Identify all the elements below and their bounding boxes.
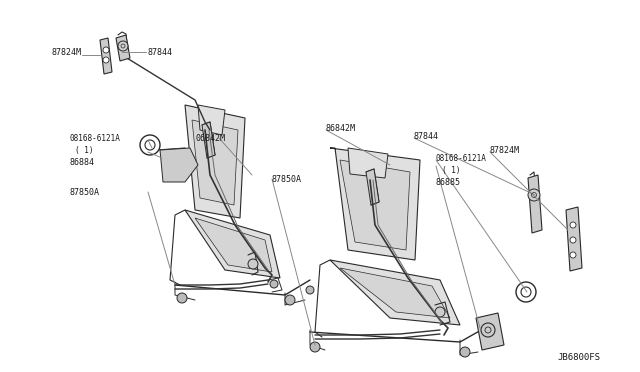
Polygon shape [185, 105, 245, 218]
Polygon shape [160, 148, 198, 182]
Text: 86842M: 86842M [326, 124, 356, 132]
Circle shape [460, 347, 470, 357]
Circle shape [570, 222, 576, 228]
Polygon shape [195, 218, 272, 272]
Circle shape [435, 307, 445, 317]
Text: 08168-6121A: 08168-6121A [70, 134, 121, 142]
Circle shape [248, 259, 258, 269]
Circle shape [570, 237, 576, 243]
Polygon shape [348, 148, 388, 178]
Circle shape [516, 282, 536, 302]
Text: ( 1): ( 1) [75, 145, 93, 154]
Polygon shape [116, 35, 130, 61]
Circle shape [570, 252, 576, 258]
Text: 86884: 86884 [70, 157, 95, 167]
Text: 87850A: 87850A [70, 187, 100, 196]
Text: 87824M: 87824M [490, 145, 520, 154]
Circle shape [521, 287, 531, 297]
Text: JB6800FS: JB6800FS [557, 353, 600, 362]
Circle shape [118, 41, 128, 51]
Text: 87850A: 87850A [272, 174, 302, 183]
Circle shape [306, 286, 314, 294]
Circle shape [483, 336, 491, 344]
Circle shape [528, 189, 540, 201]
Text: 87824M: 87824M [52, 48, 82, 57]
Polygon shape [202, 122, 215, 158]
Text: 06842M: 06842M [195, 134, 225, 142]
Circle shape [310, 342, 320, 352]
Polygon shape [476, 313, 504, 350]
Circle shape [285, 295, 295, 305]
Polygon shape [185, 210, 280, 278]
Polygon shape [192, 120, 238, 205]
Polygon shape [340, 160, 410, 250]
Polygon shape [330, 148, 420, 260]
Text: 87844: 87844 [148, 48, 173, 57]
Polygon shape [366, 169, 379, 205]
Polygon shape [528, 175, 542, 233]
Circle shape [103, 57, 109, 63]
Polygon shape [330, 260, 460, 325]
Circle shape [103, 47, 109, 53]
Text: 87844: 87844 [414, 131, 439, 141]
Circle shape [481, 323, 495, 337]
Polygon shape [340, 268, 450, 318]
Circle shape [270, 280, 278, 288]
Circle shape [177, 293, 187, 303]
Polygon shape [566, 207, 582, 271]
Text: ( 1): ( 1) [442, 166, 461, 174]
Polygon shape [198, 105, 225, 135]
Text: 86885: 86885 [436, 177, 461, 186]
Circle shape [140, 135, 160, 155]
Polygon shape [100, 38, 112, 74]
Text: 08168-6121A: 08168-6121A [436, 154, 487, 163]
Circle shape [145, 140, 155, 150]
